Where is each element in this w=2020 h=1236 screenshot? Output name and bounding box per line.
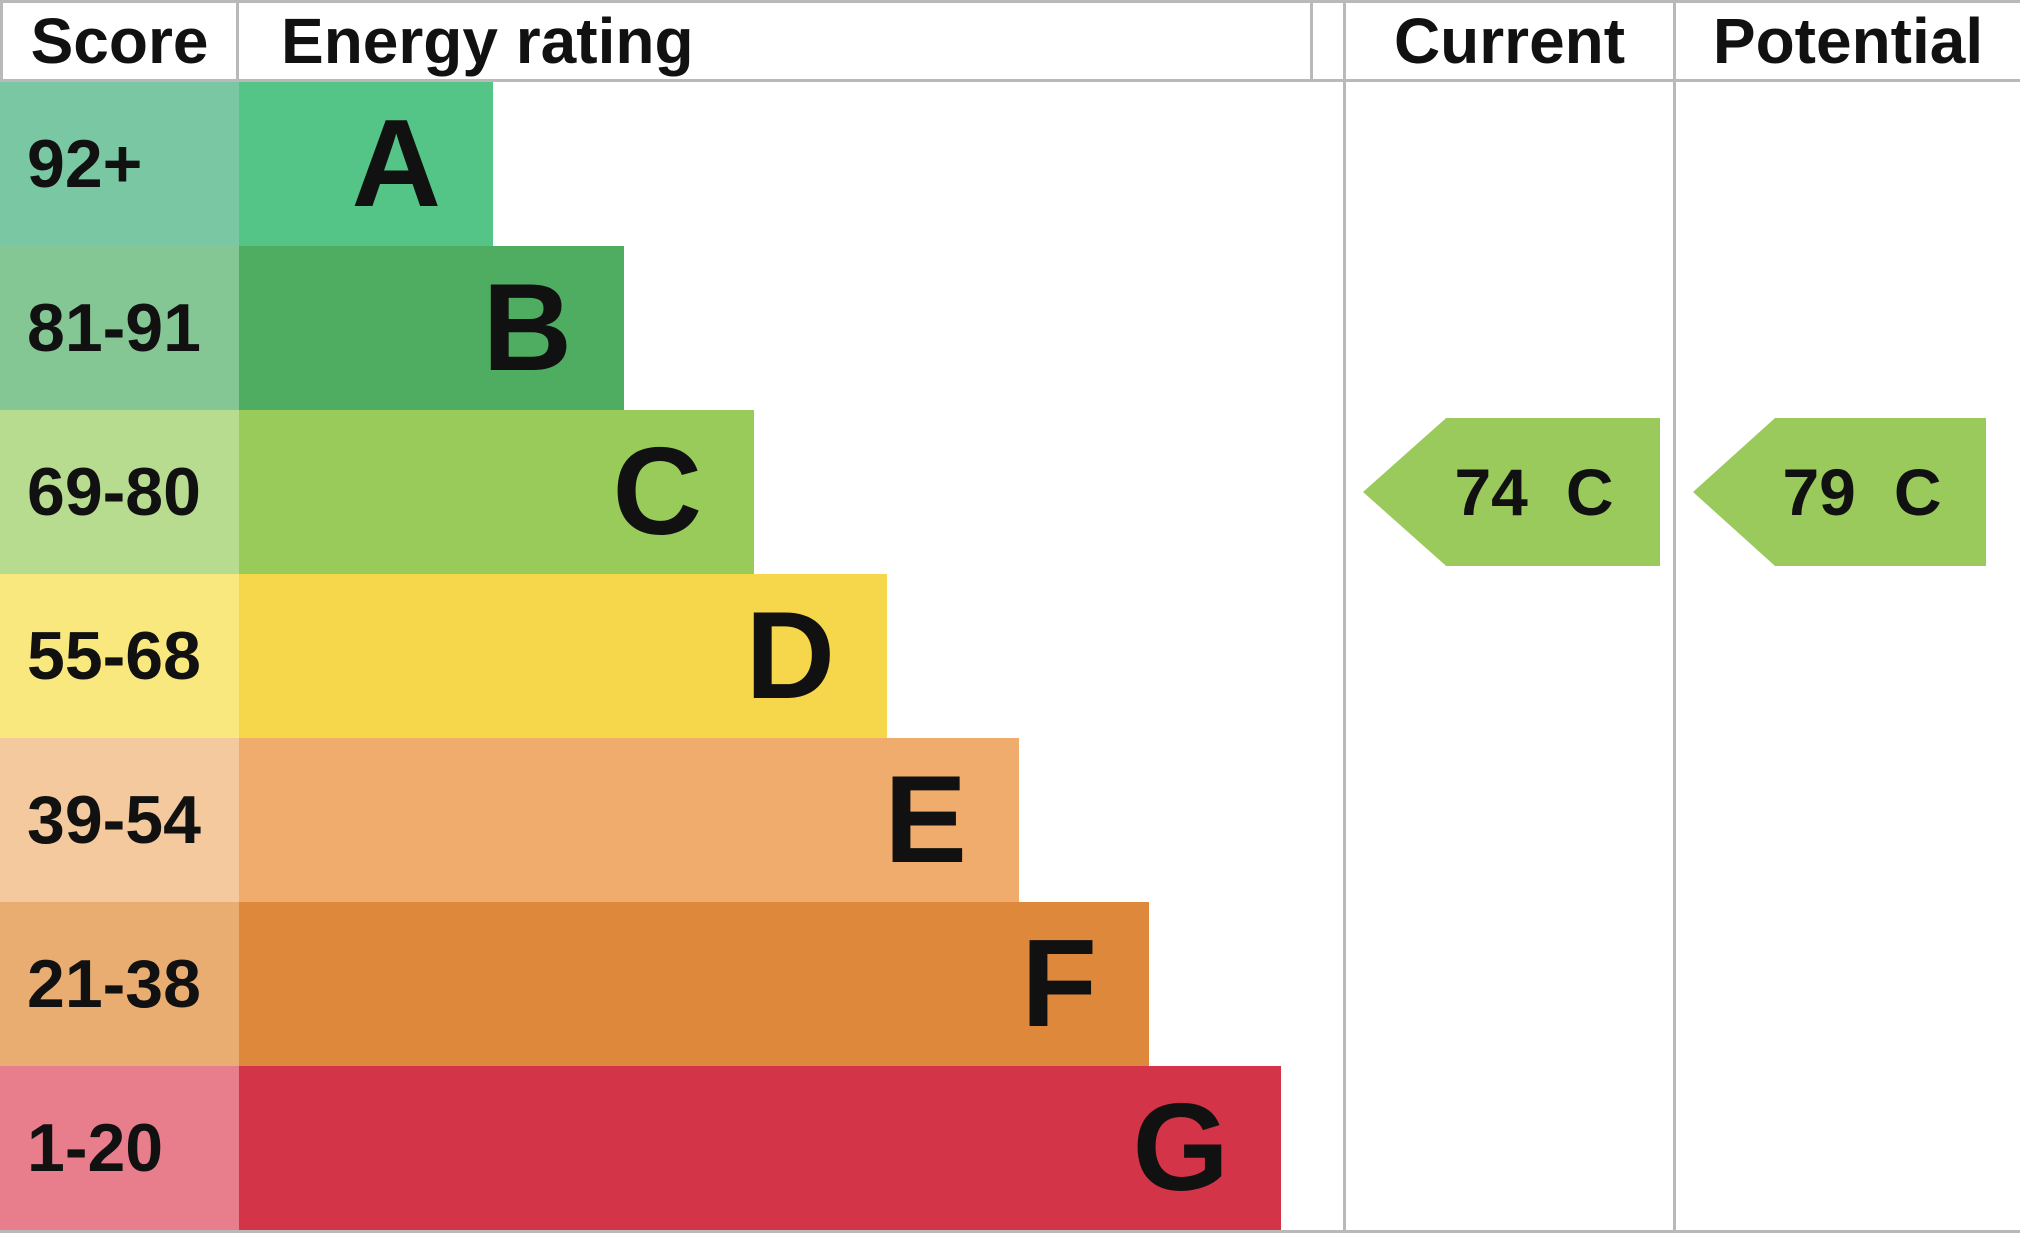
current-rating-arrow: 74 C	[1363, 418, 1660, 566]
score-range-f: 21-38	[0, 902, 239, 1066]
band-bar-f: F	[239, 902, 1149, 1066]
potential-column-header: Potential	[1712, 5, 1984, 77]
band-letter-e: E	[884, 751, 967, 889]
current-column-left-border	[1343, 0, 1346, 1233]
score-range-g: 1-20	[0, 1066, 239, 1230]
band-bar-c: C	[239, 410, 754, 574]
energy-rating-header-right-border	[1310, 0, 1313, 82]
band-bar-d: D	[239, 574, 887, 738]
band-row-a: 92+ A	[0, 82, 1311, 246]
band-letter-d: D	[745, 587, 835, 725]
potential-score-value: 79	[1782, 455, 1856, 529]
band-row-c: 69-80 C	[0, 410, 1311, 574]
top-border-line	[0, 0, 2020, 3]
band-bar-a: A	[239, 82, 493, 246]
score-range-c: 69-80	[0, 410, 239, 574]
band-letter-b: B	[482, 259, 572, 397]
score-header-left-border	[0, 0, 3, 82]
score-range-a: 92+	[0, 82, 239, 246]
score-header-right-border	[236, 0, 239, 82]
score-range-b: 81-91	[0, 246, 239, 410]
header-bottom-border-line	[0, 79, 2020, 82]
band-letter-g: G	[1132, 1079, 1229, 1217]
bottom-border-line	[0, 1230, 2020, 1233]
current-column-right-border	[1673, 0, 1676, 1233]
band-row-g: 1-20 G	[0, 1066, 1311, 1230]
band-bar-b: B	[239, 246, 624, 410]
current-column-header: Current	[1393, 5, 1626, 77]
score-range-e: 39-54	[0, 738, 239, 902]
band-row-d: 55-68 D	[0, 574, 1311, 738]
band-letter-c: C	[612, 423, 702, 561]
score-column-header: Score	[30, 5, 209, 77]
energy-rating-column-header: Energy rating	[281, 5, 694, 77]
band-bar-e: E	[239, 738, 1019, 902]
band-row-b: 81-91 B	[0, 246, 1311, 410]
potential-rating-arrow: 79 C	[1693, 418, 1986, 566]
score-range-d: 55-68	[0, 574, 239, 738]
band-row-f: 21-38 F	[0, 902, 1311, 1066]
band-row-e: 39-54 E	[0, 738, 1311, 902]
potential-rating-letter: C	[1893, 455, 1942, 529]
band-letter-f: F	[1021, 915, 1097, 1053]
rating-bands: 92+ A 81-91 B 69-80 C 55-68 D 39-54	[0, 82, 1311, 1230]
current-score-value: 74	[1454, 455, 1528, 529]
current-rating-letter: C	[1565, 455, 1614, 529]
band-letter-a: A	[351, 95, 441, 233]
header-row: Score Energy rating Current Potential	[0, 0, 2020, 82]
band-bar-g: G	[239, 1066, 1281, 1230]
